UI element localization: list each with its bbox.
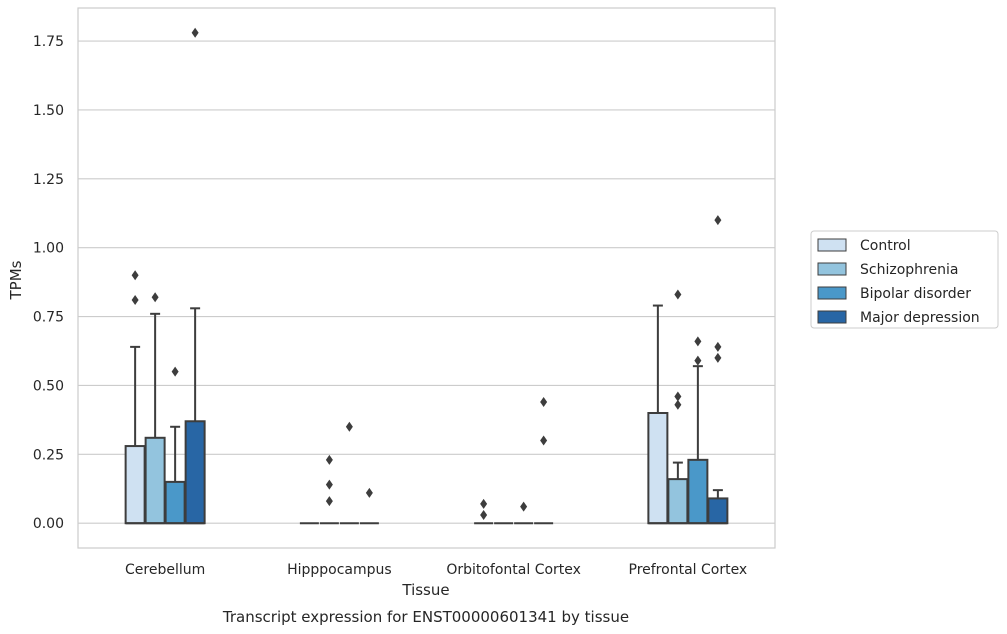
y-tick-label: 0.50 — [33, 378, 64, 394]
x-tick-label: Cerebellum — [125, 562, 205, 578]
box-group — [319, 454, 339, 525]
outlier-point — [171, 366, 179, 377]
outlier-point — [674, 289, 682, 300]
box-group — [707, 215, 729, 525]
box-body — [647, 412, 669, 525]
outlier-point — [365, 487, 373, 498]
y-tick-label: 1.00 — [33, 241, 64, 257]
box-body — [164, 480, 186, 525]
outlier-point — [325, 496, 333, 507]
legend-label: Control — [860, 238, 911, 254]
box-body — [124, 445, 146, 525]
legend-swatch — [817, 286, 847, 300]
x-tick-label: Prefrontal Cortex — [629, 562, 748, 578]
box-plot-series — [124, 27, 729, 525]
box-body — [144, 436, 166, 525]
legend-frame — [810, 230, 999, 329]
legend-label: Schizophrenia — [860, 262, 958, 278]
box-group — [164, 366, 186, 525]
y-axis-label: TPMs — [7, 260, 25, 300]
box-group — [474, 498, 494, 525]
outlier-point — [694, 336, 702, 347]
x-axis-label: Tissue — [401, 581, 449, 599]
chart-title: Transcript expression for ENST0000060134… — [222, 608, 629, 626]
legend-swatch — [817, 238, 847, 252]
outlier-point — [131, 270, 139, 281]
box-body — [687, 458, 709, 525]
x-axis-ticks: Cerebellum Hipppocampus Orbitofontal Corte… — [125, 562, 747, 578]
box-group — [667, 289, 689, 525]
outlier-point — [325, 454, 333, 465]
box-group — [514, 501, 534, 525]
x-tick-label: Hipppocampus — [287, 562, 392, 578]
outlier-point — [480, 509, 488, 520]
outlier-point — [540, 396, 548, 407]
box-group — [647, 304, 669, 525]
y-tick-label: 1.50 — [33, 103, 64, 119]
box-body — [184, 420, 206, 525]
y-tick-label: 0.00 — [33, 516, 64, 532]
y-tick-label: 0.75 — [33, 310, 64, 326]
outlier-point — [191, 27, 199, 38]
outlier-point — [345, 421, 353, 432]
box-group — [534, 396, 554, 525]
legend-label: Bipolar disorder — [860, 286, 971, 302]
legend-label: Major depression — [860, 310, 980, 326]
outlier-point — [714, 341, 722, 352]
y-tick-label: 1.75 — [33, 34, 64, 50]
outlier-point — [325, 479, 333, 490]
y-tick-label: 0.25 — [33, 447, 64, 463]
box-group — [124, 270, 146, 525]
box-group — [687, 336, 709, 525]
legend-swatch — [817, 310, 847, 324]
outlier-point — [674, 399, 682, 410]
legend: Control Schizophrenia Bipolar disorder Majo… — [810, 230, 999, 329]
outlier-point — [694, 355, 702, 366]
box-group — [184, 27, 206, 525]
box-group — [359, 487, 379, 525]
box-group — [339, 421, 359, 525]
outlier-point — [714, 215, 722, 226]
y-tick-label: 1.25 — [33, 172, 64, 188]
outlier-point — [520, 501, 528, 512]
y-axis-ticks: 0.00 0.25 0.50 0.75 1.00 1.25 1.50 1.75 — [33, 34, 64, 532]
outlier-point — [540, 435, 548, 446]
outlier-point — [131, 295, 139, 306]
plot-frame — [77, 7, 776, 549]
outlier-point — [714, 352, 722, 363]
box-body — [707, 497, 729, 525]
outlier-point — [674, 391, 682, 402]
outlier-point — [480, 498, 488, 509]
x-tick-label: Orbitofontal Cortex — [446, 562, 581, 578]
grid-lines — [78, 40, 775, 524]
legend-swatch — [817, 262, 847, 276]
outlier-point — [151, 292, 159, 303]
box-group — [144, 292, 166, 525]
box-body — [667, 478, 689, 525]
